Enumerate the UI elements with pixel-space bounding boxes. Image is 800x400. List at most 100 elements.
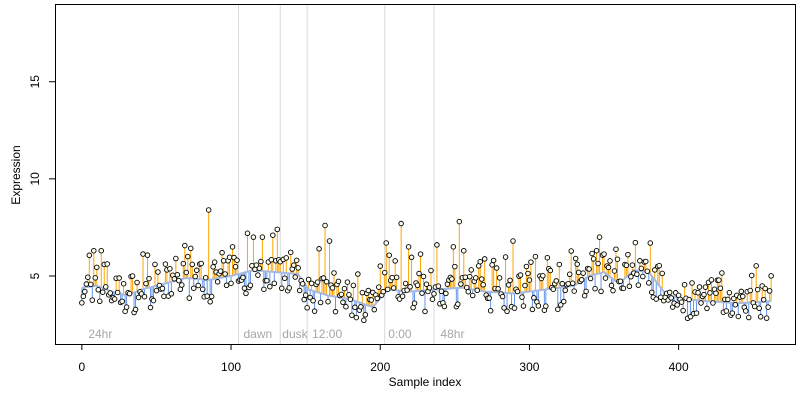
data-point [295,265,301,271]
data-point [486,295,492,301]
data-point [519,294,525,300]
data-point [587,275,594,282]
data-point [264,277,270,284]
data-point [723,308,730,314]
data-point [668,295,674,301]
data-point [649,289,655,296]
data-point [614,256,621,262]
data-point [465,288,472,295]
data-point [147,304,154,311]
data-point [250,234,257,240]
data-point [652,267,658,273]
data-point [393,274,400,281]
data-point [198,260,204,267]
data-point [438,288,445,295]
data-point [279,285,285,292]
data-point [228,280,234,287]
data-point [514,288,521,295]
data-point [202,274,209,281]
data-point [547,267,554,274]
segment-label: 24hr [88,327,112,341]
data-point [190,285,197,291]
data-point [575,269,582,276]
x-tick-label: 400 [669,360,689,374]
x-axis-label: Sample index [389,375,462,389]
data-point [469,292,476,299]
data-point [343,303,349,310]
data-point [247,282,254,289]
data-point [220,258,227,264]
data-point [629,262,636,268]
data-point [458,281,464,287]
data-point [114,289,121,296]
data-point [601,251,607,257]
data-point [104,261,110,267]
data-point [450,244,457,250]
data-point [680,307,686,314]
plot-frame [55,4,796,345]
segment-label: dawn [243,327,272,341]
data-point [768,273,774,279]
data-point [555,306,561,313]
data-point [559,280,566,287]
data-point [689,280,695,286]
data-point [359,289,366,296]
segment-labels: 24hr dawn dusk 12:00 0:00 48hr [88,327,464,341]
data-point [501,305,507,311]
data-point [717,285,724,291]
y-tick-label: 15 [28,75,42,89]
data-point [299,281,306,287]
data-point [362,311,369,318]
data-point [386,252,392,258]
data-point [620,285,627,292]
data-point [210,264,216,270]
data-point [456,218,463,225]
data-point [523,263,530,270]
data-point [310,297,316,304]
data-point [696,284,703,290]
data-point [701,291,707,298]
data-point [94,264,100,271]
data-point [504,308,510,315]
data-point [610,287,616,294]
data-point [468,267,475,273]
data-point [380,288,386,295]
data-point [116,275,122,281]
x-tick-label: 100 [221,360,241,374]
data-point [525,270,531,277]
data-point [199,286,206,293]
data-point [320,275,327,281]
data-point [173,255,179,262]
data-point [581,292,588,299]
data-point [414,282,421,289]
data-point [399,293,406,299]
data-point [271,280,278,287]
data-point [331,270,337,276]
data-point [352,304,358,311]
data-point [347,296,354,303]
data-point [317,299,324,306]
data-point [435,283,442,289]
data-point [349,312,355,318]
data-point [572,255,579,262]
data-point [223,282,230,289]
data-point [258,258,264,265]
data-point [565,281,571,287]
data-point [316,246,322,252]
data-point [740,293,746,300]
data-point [183,269,190,276]
data-point [243,290,249,297]
data-point [716,277,722,283]
data-point [161,293,167,300]
data-point [535,303,542,309]
data-point [176,277,182,284]
data-point [602,275,609,281]
data-point [282,275,288,282]
x-tick-label: 0 [79,360,86,374]
data-point [174,271,181,278]
x-tick-label: 200 [370,360,390,374]
data-point [423,281,430,287]
data-point [568,248,574,254]
data-point [326,238,333,244]
data-point [507,277,513,284]
